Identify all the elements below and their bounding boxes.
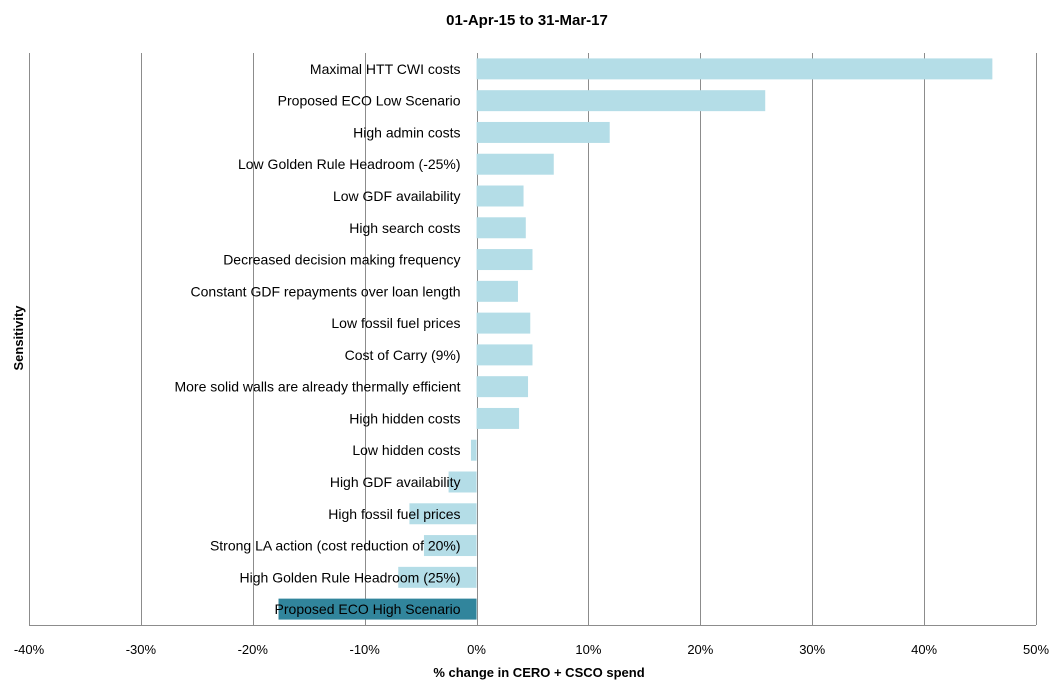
category-label: Proposed ECO High Scenario [275, 601, 461, 617]
bar [476, 90, 766, 112]
category-label: High Golden Rule Headroom (25%) [240, 569, 461, 585]
bar [476, 280, 518, 302]
y-axis-title: Sensitivity [11, 305, 26, 371]
x-tick-label: 0% [467, 642, 486, 657]
category-label: Strong LA action (cost reduction of 20%) [210, 538, 461, 554]
category-label: High fossil fuel prices [328, 506, 460, 522]
bar [476, 344, 533, 366]
category-label: Low fossil fuel prices [331, 315, 460, 331]
category-label: Low hidden costs [352, 442, 460, 458]
bar [476, 376, 529, 398]
category-label: High GDF availability [330, 474, 461, 490]
bar [470, 439, 477, 461]
x-tick-label: -10% [349, 642, 380, 657]
bar [398, 566, 477, 588]
category-label: Constant GDF repayments over loan length [191, 283, 461, 299]
category-label: High admin costs [353, 124, 460, 140]
category-label: Maximal HTT CWI costs [310, 61, 461, 77]
bars [278, 58, 993, 620]
gridlines [29, 53, 1037, 626]
bar [476, 217, 526, 239]
category-label: Low Golden Rule Headroom (-25%) [238, 156, 461, 172]
chart-title: 01-Apr-15 to 31-Mar-17 [446, 12, 608, 29]
x-tick-label: 30% [799, 642, 825, 657]
bar [476, 153, 554, 175]
category-labels: Maximal HTT CWI costs Proposed ECO Low Sc… [174, 61, 460, 617]
category-label: More solid walls are already thermally e… [174, 379, 460, 395]
bar [476, 249, 533, 271]
bar [423, 535, 477, 557]
x-tick-label: 10% [575, 642, 601, 657]
category-label: Low GDF availability [333, 188, 461, 204]
x-tick-labels: -40% -30% -20% -10% 0% 10% 20% 30% 40% 50% [14, 642, 1050, 657]
category-label: Proposed ECO Low Scenario [278, 93, 461, 109]
bar [409, 503, 477, 525]
category-label: Decreased decision making frequency [223, 252, 460, 268]
bar [448, 471, 477, 493]
x-tick-label: 50% [1023, 642, 1049, 657]
category-label: Cost of Carry (9%) [345, 347, 461, 363]
x-tick-label: -40% [14, 642, 45, 657]
bar [278, 598, 477, 620]
category-label: High search costs [349, 220, 460, 236]
bar [476, 407, 520, 429]
x-axis-title: % change in CERO + CSCO spend [433, 665, 644, 680]
bar [476, 58, 993, 80]
category-label: High hidden costs [349, 410, 460, 426]
x-tick-label: 20% [687, 642, 713, 657]
bar [476, 312, 531, 334]
x-tick-label: 40% [911, 642, 937, 657]
x-tick-label: -30% [126, 642, 157, 657]
x-tick-label: -20% [238, 642, 269, 657]
bar [476, 185, 524, 207]
bar [476, 121, 610, 143]
